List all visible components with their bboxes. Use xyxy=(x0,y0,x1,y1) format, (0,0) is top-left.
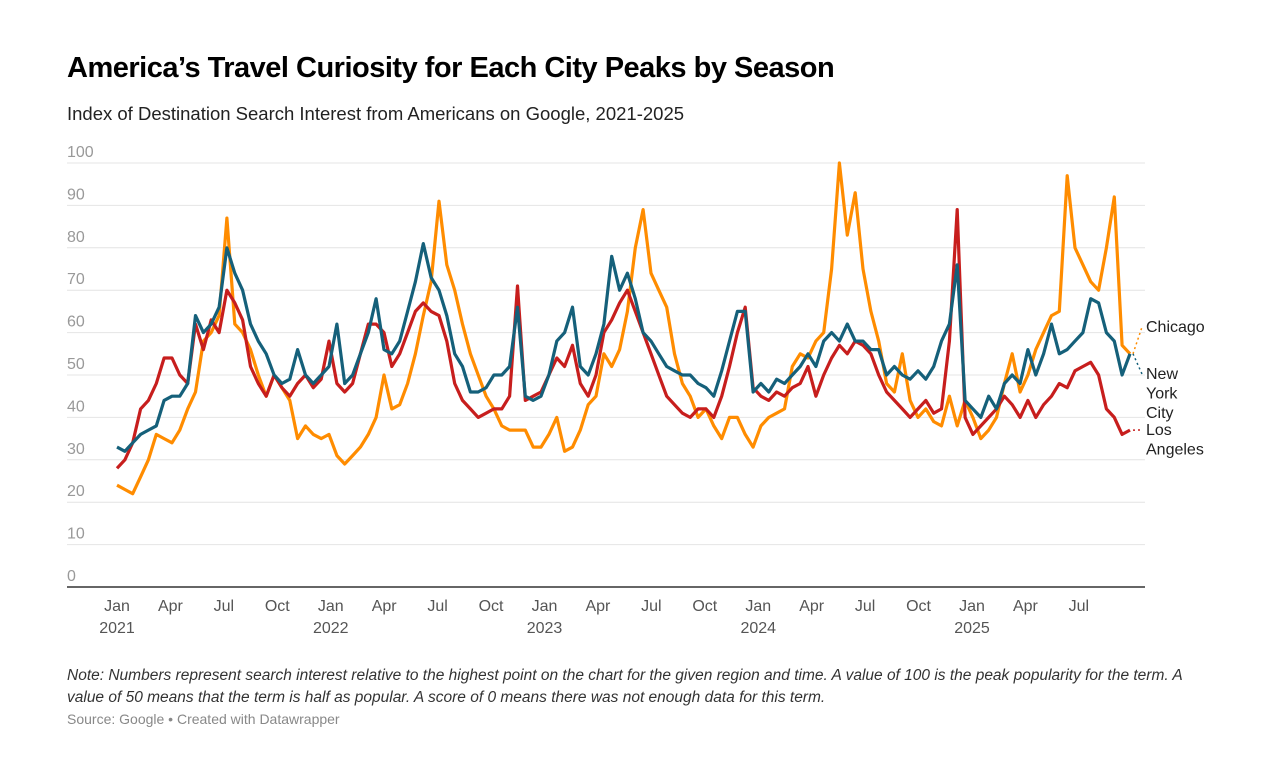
y-tick-label: 60 xyxy=(67,314,85,331)
x-tick-year: 2024 xyxy=(740,620,776,637)
series-line-new-york-city xyxy=(116,242,1132,453)
x-tick-label: Jul xyxy=(214,598,234,615)
x-axis-ticks: Jan 2021 Apr Jul Oct Jan 2022 Apr Jul Oct Jan 2023 A… xyxy=(99,598,1089,637)
label-connector-new-york-city xyxy=(1132,353,1143,375)
x-tick-year: 2023 xyxy=(527,620,563,637)
x-tick-label: Jan xyxy=(318,598,344,615)
series-line-los-angeles xyxy=(115,208,1131,470)
chart-subtitle: Index of Destination Search Interest fro… xyxy=(67,103,685,124)
y-tick-label: 20 xyxy=(67,483,85,500)
x-tick-label: Jul xyxy=(427,598,447,615)
x-tick-label: Oct xyxy=(906,598,931,615)
x-tick-label: Jan xyxy=(745,598,771,615)
x-tick-label: Jan xyxy=(532,598,558,615)
chart-title: America’s Travel Curiosity for Each City… xyxy=(67,52,835,84)
series-label-new-york-city: New York City xyxy=(1146,366,1178,422)
y-tick-label: 80 xyxy=(67,229,85,246)
x-tick-label: Jan xyxy=(104,598,130,615)
chart-note: Note: Numbers represent search interest … xyxy=(67,667,1183,706)
x-tick-year: 2022 xyxy=(313,620,349,637)
x-tick-label: Jan xyxy=(959,598,985,615)
y-tick-label: 10 xyxy=(67,526,85,543)
y-tick-label: 50 xyxy=(67,356,85,373)
x-tick-label: Apr xyxy=(1013,598,1039,615)
x-tick-label: Apr xyxy=(158,598,184,615)
y-tick-label: 40 xyxy=(67,398,85,415)
x-tick-label: Oct xyxy=(265,598,290,615)
x-tick-label: Jul xyxy=(1069,598,1089,615)
series-lines xyxy=(115,161,1132,496)
x-tick-year: 2021 xyxy=(99,620,135,637)
x-tick-label: Apr xyxy=(372,598,398,615)
x-tick-label: Jul xyxy=(641,598,661,615)
y-tick-label: 0 xyxy=(67,568,76,585)
x-tick-label: Oct xyxy=(692,598,717,615)
x-tick-label: Oct xyxy=(479,598,504,615)
series-label-los-angeles: Los Angeles xyxy=(1146,422,1204,459)
y-tick-label: 70 xyxy=(67,271,85,288)
x-tick-label: Apr xyxy=(799,598,825,615)
y-tick-label: 90 xyxy=(67,186,85,203)
label-connector-chicago xyxy=(1132,326,1143,355)
x-tick-year: 2025 xyxy=(954,620,990,637)
series-line-chicago xyxy=(116,161,1132,496)
x-tick-label: Jul xyxy=(855,598,875,615)
y-axis-ticks: 0 10 20 30 40 50 60 70 80 90 100 xyxy=(67,144,94,585)
series-label-chicago: Chicago xyxy=(1146,319,1205,336)
x-tick-label: Apr xyxy=(585,598,611,615)
gridlines xyxy=(67,162,1145,588)
y-tick-label: 30 xyxy=(67,441,85,458)
y-tick-label: 100 xyxy=(67,144,94,161)
chart-source: Source: Google • Created with Datawrappe… xyxy=(67,711,340,727)
